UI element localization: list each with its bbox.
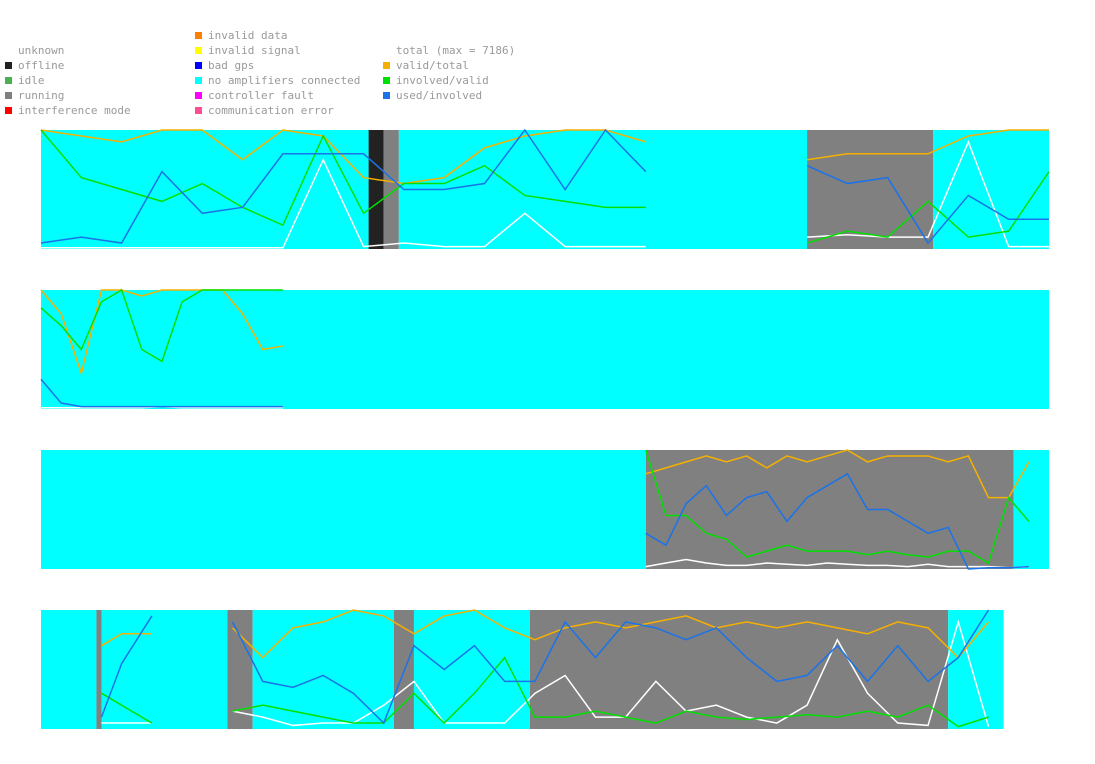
series-line <box>40 129 647 185</box>
legend-swatch <box>195 107 202 114</box>
series-line <box>645 472 1029 570</box>
legend-label: valid/total <box>396 59 469 72</box>
legend-label: idle <box>18 74 45 87</box>
legend-label: controller fault <box>208 89 314 102</box>
legend-swatch <box>5 47 12 54</box>
legend-swatch <box>5 92 12 99</box>
legend-swatch <box>383 62 390 69</box>
status-segment <box>807 130 934 249</box>
legend-label: communication error <box>208 104 334 117</box>
legend-swatch <box>383 77 390 84</box>
legend-swatch <box>195 77 202 84</box>
series-line <box>806 165 1049 245</box>
status-segment <box>227 610 253 729</box>
legend-label: used/involved <box>396 89 482 102</box>
legend-swatch <box>195 47 202 54</box>
legend-swatch <box>383 47 390 54</box>
legend-label: involved/valid <box>396 74 489 87</box>
legend-label: no amplifiers connected <box>208 74 360 87</box>
series-line <box>231 609 990 659</box>
legend-swatch <box>195 92 202 99</box>
series-line <box>645 558 1029 569</box>
status-segment <box>383 130 399 249</box>
legend-label: invalid data <box>208 29 287 42</box>
legend-label: offline <box>18 59 64 72</box>
status-segment <box>368 130 384 249</box>
series-line <box>807 139 1049 248</box>
series-line <box>232 656 989 728</box>
legend-label: interference mode <box>18 104 131 117</box>
legend-label: running <box>18 89 64 102</box>
status-segment <box>41 610 97 729</box>
legend-label: bad gps <box>208 59 254 72</box>
status-segment <box>933 130 1049 249</box>
status-segment <box>41 130 369 249</box>
legend-swatch <box>195 32 202 39</box>
series-line <box>40 288 283 363</box>
series-line <box>645 449 1030 565</box>
legend-swatch <box>5 107 12 114</box>
legend-label: invalid signal <box>208 44 301 57</box>
status-segment <box>41 450 646 569</box>
status-segment <box>645 450 1014 569</box>
series-line <box>232 619 990 727</box>
series-line <box>40 128 647 244</box>
series-line <box>806 129 1049 161</box>
series-line <box>41 157 646 249</box>
series-line <box>231 609 990 725</box>
status-segment <box>96 610 102 729</box>
series-line <box>100 615 153 718</box>
series-line <box>40 289 284 376</box>
status-segment <box>398 130 808 249</box>
legend-label: total (max = 7186) <box>396 44 515 57</box>
legend-label: unknown <box>18 44 64 57</box>
status-segment <box>41 290 1049 409</box>
series-line <box>40 129 646 227</box>
series-line <box>40 378 283 408</box>
status-segment <box>101 610 228 729</box>
series-line <box>645 449 1030 499</box>
legend-swatch <box>5 62 12 69</box>
legend-swatch <box>383 92 390 99</box>
legend-swatch <box>195 62 202 69</box>
series-line <box>806 171 1050 244</box>
series-line <box>101 633 152 647</box>
legend-swatch <box>5 77 12 84</box>
